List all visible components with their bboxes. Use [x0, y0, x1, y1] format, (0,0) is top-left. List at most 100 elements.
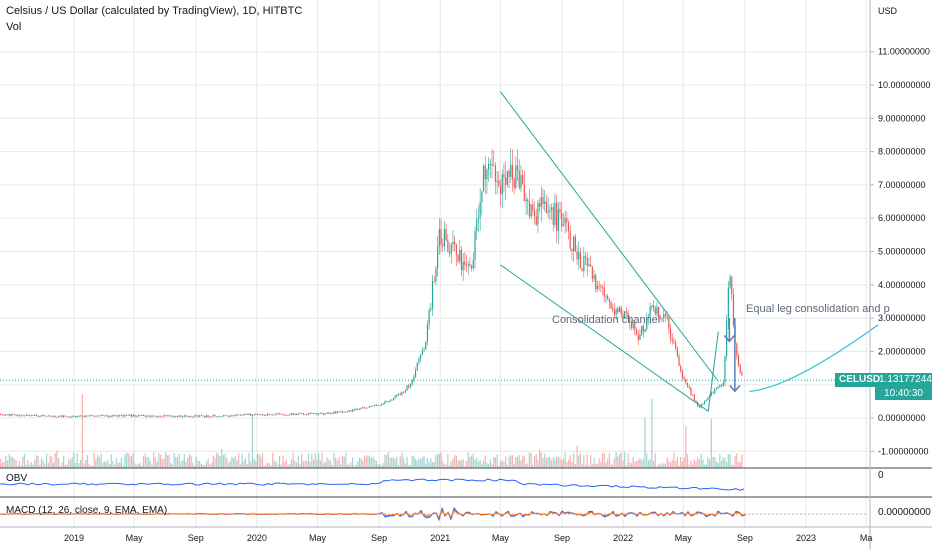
- candle-body: [638, 335, 639, 340]
- candle-body: [262, 415, 263, 416]
- volume-bar: [440, 453, 441, 468]
- candle-body: [92, 415, 93, 416]
- candle-body: [174, 416, 175, 417]
- y-axis-unit: USD: [878, 6, 898, 16]
- volume-bar: [738, 462, 739, 468]
- volume-bar: [104, 461, 105, 468]
- candle-body: [549, 210, 550, 212]
- candle-body: [225, 415, 226, 416]
- candle-body: [422, 351, 423, 355]
- volume-bar: [726, 462, 727, 468]
- chart-title: Celsius / US Dollar (calculated by Tradi…: [6, 5, 302, 17]
- volume-bar: [731, 465, 732, 468]
- candle-body: [600, 286, 601, 287]
- volume-bar: [282, 455, 283, 468]
- volume-bar: [301, 454, 302, 468]
- volume-bar: [260, 457, 261, 468]
- volume-bar: [4, 462, 5, 468]
- candle-body: [519, 170, 520, 187]
- volume-bar: [575, 464, 576, 468]
- candle-body: [293, 413, 294, 415]
- volume-bar: [306, 461, 307, 468]
- candle-body: [250, 414, 251, 415]
- volume-bar: [293, 452, 294, 468]
- candle-body: [75, 416, 76, 417]
- candle-body: [534, 210, 535, 216]
- candle-body: [498, 181, 499, 186]
- volume-bar: [148, 458, 149, 468]
- volume-bar: [646, 454, 647, 468]
- volume-bar: [476, 457, 477, 468]
- candle-body: [320, 413, 321, 414]
- candle-body: [724, 356, 725, 382]
- candle-body: [704, 401, 705, 404]
- volume-bar: [252, 416, 253, 468]
- candle-body: [582, 268, 583, 271]
- candle-body: [427, 324, 428, 341]
- volume-bar: [571, 462, 572, 468]
- candle-body: [242, 415, 243, 416]
- volume-bar: [240, 465, 241, 468]
- candle-body: [51, 416, 52, 417]
- volume-bar: [592, 464, 593, 468]
- candle-body: [447, 240, 448, 252]
- volume-bar: [77, 454, 78, 468]
- candle-body: [437, 246, 438, 268]
- annotation-consolidation-channel: Consolidation channel: [552, 314, 660, 326]
- candle-body: [464, 262, 465, 265]
- candle-body: [184, 416, 185, 417]
- candle-body: [332, 413, 333, 414]
- volume-bar: [284, 462, 285, 468]
- candle-body: [189, 416, 190, 417]
- volume-bar: [690, 460, 691, 468]
- candle-body: [279, 414, 280, 415]
- candle-body: [270, 414, 271, 415]
- volume-bar: [338, 457, 339, 468]
- volume-bar: [379, 464, 380, 468]
- candle-body: [350, 410, 351, 411]
- candle-body: [575, 236, 576, 251]
- candle-body: [497, 181, 498, 182]
- candle-body: [544, 202, 545, 204]
- candle-body: [338, 411, 339, 412]
- volume-bar: [682, 461, 683, 468]
- candle-body: [39, 416, 40, 417]
- volume-bar: [684, 457, 685, 468]
- volume-bar: [697, 457, 698, 468]
- candle-body: [525, 200, 526, 201]
- candle-body: [206, 415, 207, 417]
- candle-body: [619, 307, 620, 312]
- volume-bar: [554, 459, 555, 468]
- volume-bar: [503, 461, 504, 468]
- candle-body: [124, 415, 125, 417]
- volume-bar: [128, 453, 129, 468]
- volume-bar: [235, 456, 236, 468]
- annotation-equal-leg: Equal leg consolidation and p: [746, 303, 890, 315]
- volume-bar: [495, 457, 496, 468]
- volume-bar: [529, 452, 530, 468]
- candle-body: [315, 413, 316, 414]
- volume-bar: [553, 457, 554, 468]
- candle-body: [301, 413, 302, 414]
- candle-body: [145, 415, 146, 416]
- volume-bar: [643, 459, 644, 468]
- volume-bar: [614, 459, 615, 468]
- volume-bar: [140, 463, 141, 468]
- volume-bar: [600, 462, 601, 468]
- candle-body: [197, 415, 198, 416]
- volume-bar: [677, 457, 678, 468]
- volume-bar: [78, 463, 79, 468]
- candle-body: [539, 203, 540, 207]
- volume-bar: [216, 453, 217, 468]
- candle-body: [303, 413, 304, 414]
- candle-body: [2, 415, 3, 416]
- volume-bar: [276, 461, 277, 468]
- candle-body: [605, 296, 606, 297]
- candle-body: [298, 414, 299, 415]
- volume-bar: [366, 457, 367, 468]
- candle-body: [389, 400, 390, 402]
- volume-bar: [189, 454, 190, 468]
- volume-bar: [327, 458, 328, 468]
